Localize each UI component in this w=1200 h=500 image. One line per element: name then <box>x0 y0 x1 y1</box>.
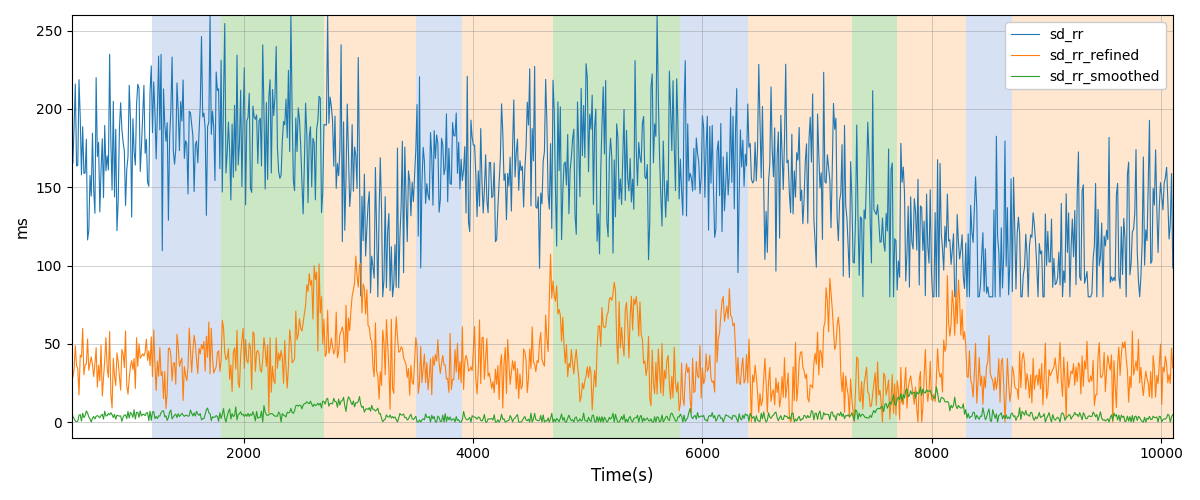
sd_rr_smoothed <box>186 413 200 419</box>
sd_rr <box>203 12 217 18</box>
sd_rr_refined <box>544 251 558 257</box>
sd_rr <box>896 164 911 170</box>
sd_rr <box>65 131 79 137</box>
Bar <box>852 15 898 438</box>
Bar <box>415 15 462 438</box>
Bar <box>898 15 966 438</box>
Bar <box>1012 15 1184 438</box>
Bar <box>966 15 1012 438</box>
sd_rr_refined <box>352 284 366 290</box>
Bar <box>679 15 749 438</box>
sd_rr_smoothed <box>1165 412 1180 418</box>
Line: sd_rr: sd_rr <box>72 15 1172 297</box>
Bar <box>324 15 415 438</box>
sd_rr_refined <box>896 402 911 407</box>
sd_rr <box>1165 265 1180 271</box>
Bar <box>462 15 553 438</box>
Bar <box>749 15 852 438</box>
Bar <box>221 15 324 438</box>
sd_rr_refined <box>185 370 199 376</box>
Bar <box>152 15 221 438</box>
sd_rr_refined <box>65 360 79 366</box>
sd_rr_smoothed <box>929 384 943 390</box>
Line: sd_rr_smoothed: sd_rr_smoothed <box>72 387 1172 422</box>
sd_rr_smoothed <box>84 419 98 425</box>
sd_rr <box>185 122 199 128</box>
sd_rr_refined <box>1018 360 1032 366</box>
Y-axis label: ms: ms <box>16 215 30 238</box>
sd_rr_refined <box>851 356 865 362</box>
sd_rr_smoothed <box>895 398 910 404</box>
sd_rr <box>1018 264 1032 270</box>
sd_rr <box>371 294 385 300</box>
X-axis label: Time(s): Time(s) <box>590 467 654 485</box>
sd_rr <box>353 164 367 170</box>
sd_rr <box>851 214 865 220</box>
sd_rr_smoothed <box>1018 412 1032 418</box>
sd_rr_refined <box>784 419 798 425</box>
sd_rr_smoothed <box>65 408 79 414</box>
sd_rr_refined <box>535 356 550 362</box>
sd_rr_smoothed <box>536 412 551 418</box>
Legend: sd_rr, sd_rr_refined, sd_rr_smoothed: sd_rr, sd_rr_refined, sd_rr_smoothed <box>1006 22 1166 90</box>
Bar <box>553 15 679 438</box>
sd_rr <box>538 148 552 154</box>
sd_rr_smoothed <box>353 394 367 400</box>
sd_rr_refined <box>1165 365 1180 371</box>
sd_rr_smoothed <box>850 408 864 414</box>
Line: sd_rr_refined: sd_rr_refined <box>72 254 1172 422</box>
